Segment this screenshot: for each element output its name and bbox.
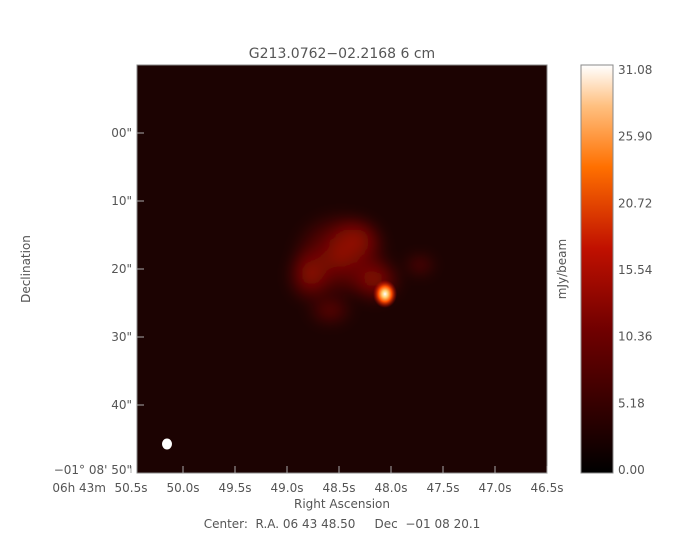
y-tick-label: 20" (111, 262, 132, 276)
x-tick-label: 47.5s (427, 481, 460, 495)
colorbar-tick-label: 31.08 (618, 63, 652, 77)
y-tick-label: 00" (111, 126, 132, 140)
y-tick-label: 10" (111, 194, 132, 208)
x-tick-label: 50.5s (115, 481, 148, 495)
colorbar-ticks: 31.08 25.90 20.72 15.54 10.36 5.18 0.00 (618, 63, 652, 477)
colorbar-tick-label: 20.72 (618, 196, 652, 210)
colorbar-label: mJy/beam (555, 239, 569, 299)
x-tick-label: 50.0s (167, 481, 200, 495)
x-axis-label: Right Ascension (294, 497, 390, 511)
x-tick-label: 49.0s (271, 481, 304, 495)
center-footer: Center: R.A. 06 43 48.50 Dec −01 08 20.1 (204, 517, 481, 531)
colorbar-tick-label: 15.54 (618, 263, 652, 277)
peak-source (373, 280, 397, 308)
colorbar-tick-label: 5.18 (618, 396, 645, 410)
colorbar (580, 64, 614, 474)
y-tick-label: 40" (111, 398, 132, 412)
x-axis: 50.5s 50.0s 49.5s 49.0s 48.5s 48.0s 47.5s 47.0s… (115, 466, 564, 495)
beam-ellipse (162, 438, 172, 450)
x-tick-label: 46.5s (531, 481, 564, 495)
y-tick-last: −01° 08' 50" (54, 463, 132, 477)
x-tick-label: 47.0s (479, 481, 512, 495)
colorbar-tick-label: 25.90 (618, 130, 652, 144)
y-axis-label: Declination (19, 235, 33, 303)
x-tick-label: 49.5s (219, 481, 252, 495)
x-tick-label: 48.0s (375, 481, 408, 495)
x-tick-label: 48.5s (323, 481, 356, 495)
x-tick-prefix: 06h 43m (52, 481, 106, 495)
colorbar-tick-label: 0.00 (618, 463, 645, 477)
emission-region (285, 210, 438, 328)
colorbar-tick-label: 10.36 (618, 330, 652, 344)
chart-title: G213.0762−02.2168 6 cm (249, 46, 435, 62)
y-axis: 00" 10" 20" 30" 40" (111, 126, 144, 412)
y-tick-label: 30" (111, 330, 132, 344)
